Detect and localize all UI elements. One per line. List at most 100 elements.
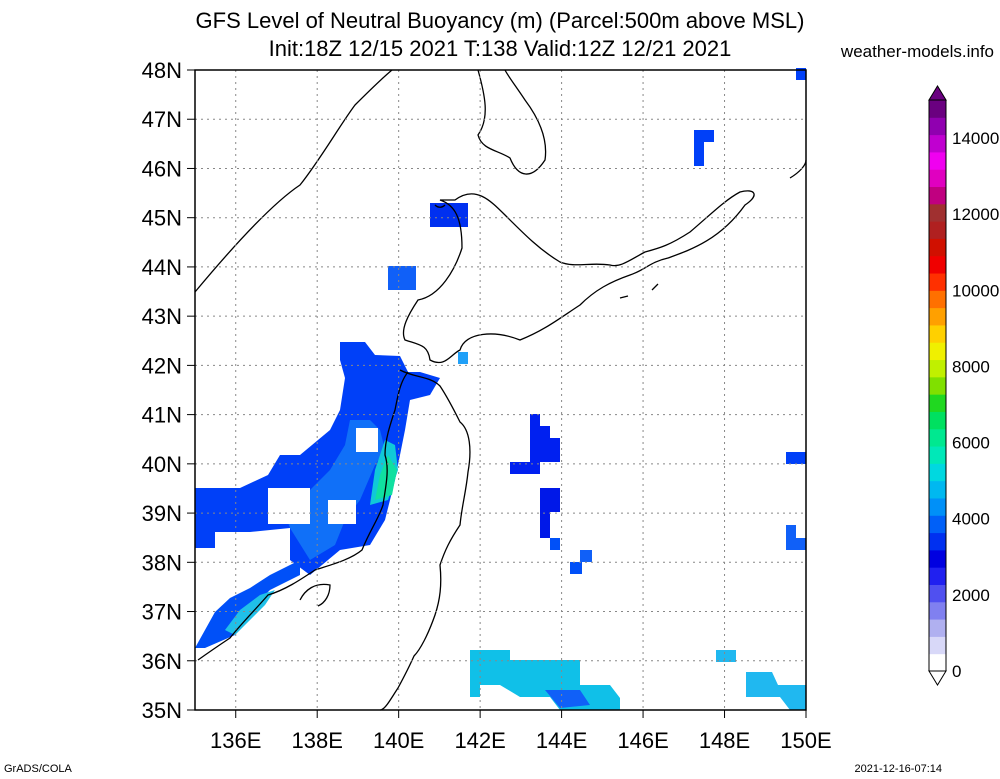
lat-tick-label: 40N <box>142 452 182 477</box>
longitude-axis: 136E 138E 140E 142E 144E 146E 148E 150E <box>210 710 832 753</box>
lat-tick-label: 45N <box>142 206 182 231</box>
colorbar-swatch <box>929 342 946 361</box>
colorbar-swatch <box>929 359 946 378</box>
colorbar-swatch <box>929 238 946 257</box>
title-line-1: GFS Level of Neutral Buoyancy (m) (Parce… <box>195 8 805 33</box>
colorbar-label: 2000 <box>952 586 990 605</box>
lat-tick-label: 36N <box>142 649 182 674</box>
coast-kuril <box>789 159 807 179</box>
latitude-axis: 35N 36N 37N 38N 39N 40N 41N 42N 43N 44N 45N 46N 47N 4… <box>142 58 195 723</box>
colorbar-label: 12000 <box>952 205 999 224</box>
lon-tick-label: 140E <box>373 728 424 753</box>
colorbar-swatch <box>929 463 946 482</box>
colorbar-swatch <box>929 186 946 205</box>
colorbar-swatch <box>929 653 946 672</box>
colorbar-swatch <box>929 394 946 412</box>
coast-hokkaido <box>402 190 755 364</box>
field-hole-1 <box>268 488 310 524</box>
colorbar-swatch <box>929 584 946 603</box>
colorbar-swatch <box>929 619 946 637</box>
colorbar-swatch <box>929 134 946 153</box>
coast-islands <box>434 204 659 299</box>
colorbar-swatch <box>929 515 946 534</box>
colorbar-swatch <box>929 411 946 430</box>
colorbar-swatch <box>929 100 946 118</box>
coast-asia-mainland <box>194 69 393 293</box>
buoyancy-field <box>195 68 806 710</box>
colorbar-label: 4000 <box>952 510 990 529</box>
field-pacific-1 <box>510 414 560 474</box>
field-sea-of-japan-mid <box>280 420 385 560</box>
graticule <box>195 70 806 710</box>
field-hole-3 <box>356 428 378 452</box>
field-south-2 <box>545 690 590 708</box>
coast-honshu-north <box>379 369 471 711</box>
field-hokkaido-2 <box>430 203 468 227</box>
colorbar-swatch <box>929 203 946 222</box>
field-pacific-e1 <box>786 452 806 464</box>
colorbar-swatch <box>929 324 946 343</box>
lat-tick-label: 37N <box>142 600 182 625</box>
colorbar-swatch <box>929 497 946 516</box>
colorbar-swatch <box>929 480 946 499</box>
coast-noto <box>299 583 331 607</box>
field-pacific-north <box>694 130 714 166</box>
lat-tick-label: 48N <box>142 58 182 83</box>
lat-tick-label: 41N <box>142 403 182 428</box>
field-pacific-3 <box>550 538 560 550</box>
footer-left: GrADS/COLA <box>4 763 72 775</box>
field-southwest <box>195 560 300 648</box>
colorbar-swatch <box>929 549 946 568</box>
coast-sakhalin <box>477 69 547 175</box>
lat-tick-label: 43N <box>142 304 182 329</box>
colorbar-frame <box>928 99 947 672</box>
colorbar-swatch <box>929 151 946 170</box>
colorbar-labels: 0 2000 4000 6000 8000 10000 12000 14000 <box>952 129 999 681</box>
source-credit: weather-models.info <box>840 42 994 61</box>
field-south-4 <box>746 672 806 710</box>
field-pacific-5 <box>570 562 582 574</box>
colorbar-swatch <box>929 446 946 464</box>
lat-tick-label: 38N <box>142 550 182 575</box>
lon-tick-label: 150E <box>780 728 831 753</box>
field-pacific-4 <box>580 550 592 562</box>
lat-tick-label: 44N <box>142 255 182 280</box>
colorbar-swatch <box>929 601 946 620</box>
colorbar-label: 6000 <box>952 434 990 453</box>
lat-tick-label: 39N <box>142 501 182 526</box>
colorbar-swatch <box>929 567 946 585</box>
lon-tick-label: 142E <box>454 728 505 753</box>
field-pacific-e2 <box>786 525 806 550</box>
lon-tick-label: 146E <box>617 728 668 753</box>
lat-tick-label: 46N <box>142 156 182 181</box>
colorbar-swatch <box>929 636 946 655</box>
colorbar-swatch <box>929 532 946 551</box>
colorbar-swatch <box>929 376 946 395</box>
colorbar-bottom-arrow <box>928 670 947 686</box>
field-hole-2 <box>328 500 356 524</box>
colorbar-swatch <box>929 169 946 188</box>
footer-right: 2021-12-16-07:14 <box>854 763 942 775</box>
colorbar-swatch <box>929 428 946 447</box>
coast-honshu-west <box>197 371 409 661</box>
lat-tick-label: 47N <box>142 107 182 132</box>
field-pacific-ne <box>796 68 806 80</box>
map-frame <box>194 69 807 711</box>
colorbar-label: 0 <box>952 662 961 681</box>
colorbar-swatch <box>929 307 946 326</box>
field-south-1 <box>470 650 620 710</box>
lon-tick-label: 138E <box>292 728 343 753</box>
field-south-3 <box>716 650 736 662</box>
field-hokkaido-1 <box>388 266 416 290</box>
colorbar <box>928 85 947 686</box>
lon-tick-label: 148E <box>699 728 750 753</box>
colorbar-swatch <box>929 117 946 136</box>
colorbar-swatch <box>929 290 946 309</box>
colorbar-swatch <box>929 255 946 274</box>
lon-tick-label: 136E <box>210 728 261 753</box>
lon-tick-label: 144E <box>536 728 587 753</box>
colorbar-swatch <box>929 273 946 291</box>
colorbar-label: 8000 <box>952 357 990 376</box>
field-hokkaido-3 <box>458 352 468 364</box>
